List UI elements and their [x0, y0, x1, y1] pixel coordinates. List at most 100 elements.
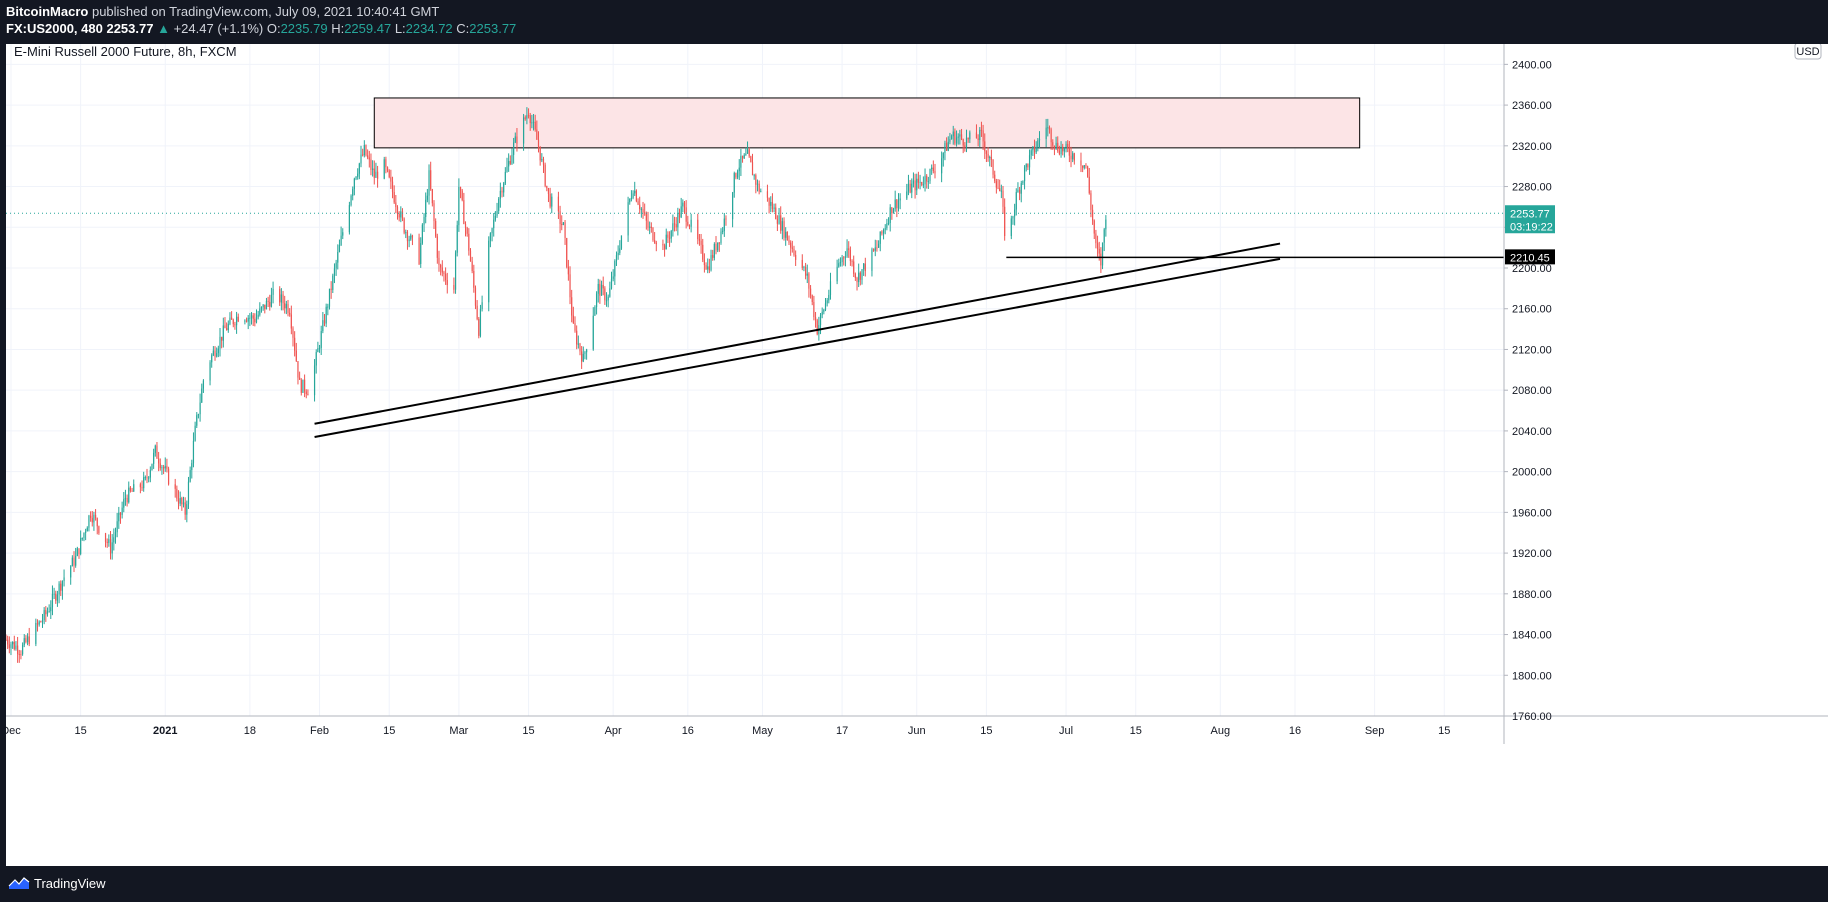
candle-body: [811, 295, 813, 303]
candle-body: [652, 228, 654, 241]
candle: [668, 231, 671, 247]
resistance-zone-rect[interactable]: [373, 97, 1361, 149]
high-value: 2259.47: [344, 21, 392, 36]
footer-bar: TradingView: [0, 866, 1828, 902]
candle-body: [267, 300, 269, 302]
candle-body: [201, 388, 203, 403]
candle: [385, 156, 387, 174]
candle: [527, 108, 530, 119]
candle: [446, 272, 448, 294]
candle-body: [707, 266, 709, 270]
candle: [18, 649, 20, 663]
trendline-upper[interactable]: [314, 242, 1281, 425]
candle-body: [365, 145, 367, 156]
candle-body: [245, 320, 248, 322]
candle: [372, 160, 374, 177]
candle-body: [128, 487, 130, 503]
candle-body: [217, 348, 219, 354]
candle-body: [924, 175, 926, 185]
candle: [1090, 190, 1092, 218]
candle-body: [753, 175, 755, 177]
candle: [863, 263, 865, 276]
candle: [1017, 182, 1019, 193]
candle: [81, 537, 83, 541]
x-tick-label: Jun: [908, 725, 926, 737]
candle: [559, 205, 561, 234]
candle-body: [212, 350, 214, 356]
candle-body: [944, 142, 946, 153]
candle: [829, 272, 832, 300]
candle-body: [1100, 253, 1102, 266]
candle-body: [771, 201, 774, 209]
chart-panel[interactable]: 1760.00 1800.00 1840.00 1880.00 1920.00 1960.…: [6, 44, 1828, 866]
candle: [360, 145, 362, 168]
candle: [569, 266, 571, 305]
candle-body: [445, 273, 447, 281]
candle-body: [668, 237, 671, 239]
brand-label[interactable]: TradingView: [34, 876, 106, 891]
candle-body: [632, 193, 634, 198]
candle-body: [882, 229, 885, 234]
candle-body: [947, 141, 949, 151]
candle-body: [874, 247, 876, 251]
candle: [793, 245, 795, 257]
candle-body: [479, 308, 482, 336]
candle-body: [649, 226, 651, 228]
candle: [955, 130, 958, 147]
candle: [984, 133, 986, 160]
trendline-lower[interactable]: [314, 257, 1281, 439]
candle-body: [687, 221, 689, 226]
candle: [969, 130, 971, 143]
candle-body: [436, 236, 438, 258]
candle: [947, 136, 949, 152]
candle-body: [199, 402, 201, 415]
candle: [652, 227, 654, 242]
candle-body: [793, 248, 795, 255]
candle: [627, 196, 629, 242]
trend-drawings[interactable]: [6, 212, 1504, 439]
candle-body: [459, 186, 462, 191]
candle-body: [154, 445, 156, 453]
candle: [80, 530, 82, 556]
candle: [123, 492, 125, 513]
candle: [597, 278, 599, 303]
candle: [338, 239, 341, 253]
candle-body: [362, 154, 364, 156]
candle-body: [896, 199, 898, 209]
candle-body: [352, 189, 354, 196]
x-tick-label: 16: [1289, 725, 1301, 737]
candle: [1103, 227, 1105, 252]
candle-body: [350, 195, 352, 206]
candle-body: [927, 181, 929, 183]
candle: [174, 478, 176, 498]
candle: [508, 153, 510, 172]
author-name[interactable]: BitcoinMacro: [6, 4, 89, 19]
candle: [358, 162, 360, 180]
currency-label: USD: [1796, 46, 1819, 58]
candle: [232, 318, 234, 328]
candle: [184, 497, 186, 520]
candle: [202, 379, 205, 393]
candle: [537, 131, 540, 153]
candle: [882, 228, 885, 240]
candle-body: [357, 173, 359, 177]
price-chart[interactable]: 1760.00 1800.00 1840.00 1880.00 1920.00 1960.…: [6, 44, 1828, 866]
candle: [70, 565, 72, 585]
candle-body: [836, 266, 838, 282]
x-tick-label: 2021: [153, 725, 177, 737]
candle-body: [700, 240, 702, 245]
candle: [602, 276, 604, 296]
tradingview-logo-icon[interactable]: [8, 876, 30, 893]
resistance-zone[interactable]: [373, 97, 1361, 149]
publish-info: BitcoinMacro published on TradingView.co…: [6, 4, 439, 19]
candle: [12, 641, 14, 649]
candle-body: [237, 316, 239, 322]
candle-body: [828, 294, 830, 301]
candle-body: [889, 207, 891, 223]
candle-body: [7, 639, 9, 645]
currency-badge[interactable]: USD: [1794, 44, 1822, 60]
candle-body: [113, 537, 115, 543]
candle: [851, 259, 853, 267]
candle: [403, 217, 405, 235]
candle-body: [1088, 176, 1090, 194]
